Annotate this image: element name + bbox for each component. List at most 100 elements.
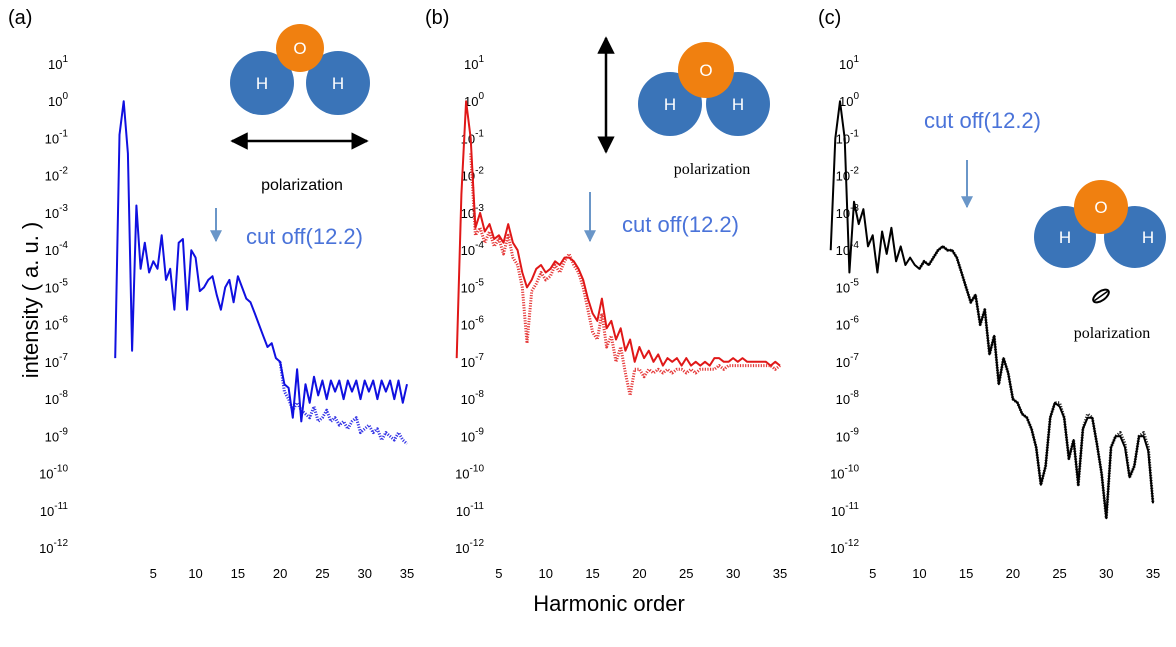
y-tick-exponent: -10 — [54, 464, 69, 475]
y-tick-label: 10-12 — [830, 538, 859, 556]
y-tick-label: 10-3 — [45, 203, 69, 221]
series-line-b-solid — [455, 100, 781, 367]
y-tick-exponent: -11 — [845, 501, 859, 512]
polarization-out-of-plane-icon — [1092, 288, 1110, 304]
y-tick-exponent: 0 — [853, 91, 859, 102]
y-tick-exponent: -7 — [59, 352, 68, 363]
panel-a-molecule: H H O — [230, 24, 370, 115]
y-tick-exponent: -6 — [850, 315, 859, 326]
panel-a-plot: 10110010-110-210-310-410-510-610-710-810… — [39, 54, 414, 581]
y-tick-label: 10-11 — [831, 501, 860, 519]
y-tick-exponent: 0 — [62, 91, 68, 102]
y-tick-label: 100 — [839, 91, 859, 109]
y-tick-exponent: -7 — [850, 352, 859, 363]
x-tick-label: 15 — [585, 566, 599, 581]
y-tick-exponent: -6 — [475, 315, 484, 326]
y-tick-label: 10-10 — [39, 464, 68, 482]
x-tick-label: 10 — [912, 566, 926, 581]
y-tick-label: 10-6 — [836, 315, 860, 333]
y-tick-label: 10-8 — [45, 389, 69, 407]
y-tick-label: 10-10 — [830, 464, 859, 482]
y-tick-exponent: -8 — [850, 389, 859, 400]
hydrogen-label-left: H — [664, 95, 676, 114]
x-tick-label: 25 — [315, 566, 329, 581]
y-tick-label: 10-6 — [461, 315, 485, 333]
x-axis-label: Harmonic order — [533, 591, 685, 616]
y-tick-label: 101 — [48, 54, 68, 72]
x-tick-label: 35 — [400, 566, 414, 581]
x-tick-label: 10 — [538, 566, 552, 581]
y-tick-exponent: -9 — [475, 426, 484, 437]
y-tick-exponent: -12 — [845, 538, 860, 549]
x-tick-label: 35 — [773, 566, 787, 581]
y-tick-exponent: -4 — [59, 240, 68, 251]
y-tick-label: 10-7 — [461, 352, 485, 370]
series-line-c-solid — [829, 100, 1154, 520]
y-tick-exponent: -9 — [59, 426, 68, 437]
y-tick-label: 10-4 — [461, 240, 485, 258]
y-tick-exponent: 1 — [478, 54, 484, 65]
y-tick-label: 10-9 — [836, 426, 860, 444]
y-tick-exponent: -10 — [845, 464, 860, 475]
y-tick-label: 10-7 — [45, 352, 69, 370]
y-tick-label: 10-8 — [836, 389, 860, 407]
hydrogen-label-right: H — [732, 95, 744, 114]
y-tick-exponent: -3 — [475, 203, 484, 214]
y-tick-exponent: 1 — [62, 54, 68, 65]
panel-c-plot: 10110010-110-210-310-410-510-610-710-810… — [829, 54, 1160, 581]
y-tick-label: 10-12 — [455, 538, 484, 556]
y-tick-exponent: -12 — [470, 538, 485, 549]
y-tick-label: 10-1 — [45, 128, 69, 146]
oxygen-label: O — [293, 39, 306, 58]
x-tick-label: 5 — [495, 566, 502, 581]
y-tick-exponent: -10 — [470, 464, 485, 475]
hydrogen-atom-left — [230, 51, 294, 115]
hydrogen-label-left: H — [1059, 228, 1071, 247]
y-tick-label: 101 — [464, 54, 484, 72]
series-line-a-solid — [114, 100, 408, 423]
panel-a-label: (a) — [8, 7, 32, 29]
hydrogen-label-right: H — [332, 74, 344, 93]
y-tick-exponent: -1 — [475, 128, 484, 139]
x-tick-label: 35 — [1146, 566, 1160, 581]
y-tick-label: 10-2 — [836, 166, 860, 184]
x-tick-label: 30 — [726, 566, 740, 581]
y-tick-label: 10-6 — [45, 315, 69, 333]
y-tick-label: 10-5 — [836, 277, 860, 295]
y-tick-label: 10-12 — [39, 538, 68, 556]
oxygen-label: O — [699, 61, 712, 80]
panel-b-plot: 10110010-110-210-310-410-510-610-710-810… — [455, 54, 787, 581]
hydrogen-label-left: H — [256, 74, 268, 93]
y-tick-label: 10-1 — [836, 128, 860, 146]
y-tick-exponent: -8 — [475, 389, 484, 400]
y-tick-label: 10-10 — [455, 464, 484, 482]
y-tick-exponent: -7 — [475, 352, 484, 363]
y-tick-label: 101 — [839, 54, 859, 72]
x-tick-label: 20 — [1006, 566, 1020, 581]
y-tick-label: 10-7 — [836, 352, 860, 370]
y-tick-exponent: -5 — [59, 277, 68, 288]
y-tick-label: 10-9 — [45, 426, 69, 444]
polarization-label-b: polarization — [674, 161, 750, 178]
y-tick-label: 10-8 — [461, 389, 485, 407]
y-tick-label: 10-9 — [461, 426, 485, 444]
y-tick-exponent: -4 — [475, 240, 484, 251]
y-tick-exponent: -5 — [475, 277, 484, 288]
y-tick-exponent: -3 — [59, 203, 68, 214]
x-tick-label: 5 — [150, 566, 157, 581]
polarization-label-c: polarization — [1074, 325, 1150, 342]
cutoff-label-a: cut off(12.2) — [246, 224, 363, 249]
x-tick-label: 25 — [1052, 566, 1066, 581]
y-tick-exponent: -5 — [850, 277, 859, 288]
x-tick-label: 30 — [357, 566, 371, 581]
x-tick-label: 10 — [188, 566, 202, 581]
y-tick-exponent: -2 — [59, 166, 68, 177]
panel-c-label: (c) — [818, 7, 841, 29]
y-tick-exponent: -11 — [54, 501, 68, 512]
x-tick-label: 5 — [869, 566, 876, 581]
y-tick-label: 10-11 — [40, 501, 69, 519]
series-line-c-dotted — [918, 244, 1155, 520]
y-tick-exponent: 0 — [478, 91, 484, 102]
y-tick-exponent: -1 — [59, 128, 68, 139]
